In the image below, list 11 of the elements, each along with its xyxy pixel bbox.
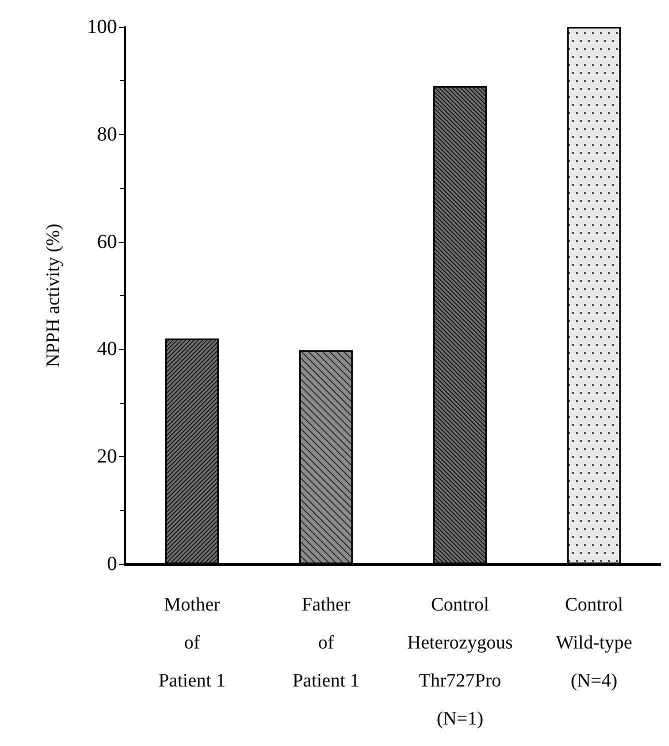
y-tick-label: 60	[97, 230, 117, 253]
y-tick-label: 40	[97, 338, 117, 360]
y-axis-title: NPPH activity (%)	[43, 224, 64, 368]
y-tick-label: 0	[107, 553, 117, 575]
y-tick-label: 20	[97, 446, 117, 468]
y-tick-label: 100	[87, 16, 117, 38]
x-tick-label: Mother of Patient 1	[158, 594, 226, 692]
y-tick-label: 80	[97, 123, 117, 146]
x-tick-label: Control Heterozygous Thr727Pro (N=1)	[407, 594, 513, 730]
x-tick-label: Control Wild-type (N=4)	[556, 594, 632, 692]
x-tick-label: Father of Patient 1	[292, 594, 360, 692]
